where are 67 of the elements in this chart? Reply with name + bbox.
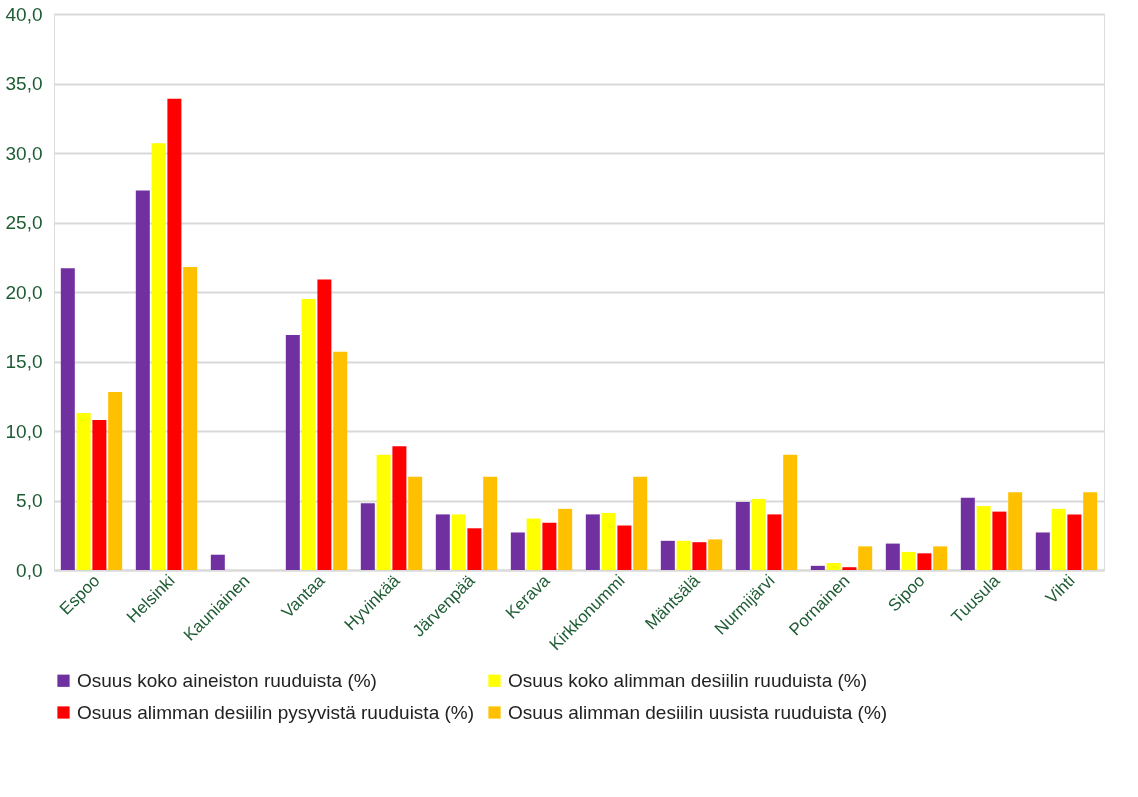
y-tick-label: 5,0	[16, 490, 43, 511]
y-tick-label: 25,0	[5, 212, 43, 233]
bar	[183, 266, 198, 570]
bar	[60, 268, 75, 570]
bar	[992, 511, 1007, 570]
bar	[301, 298, 316, 570]
bar	[135, 190, 150, 570]
bar	[1035, 532, 1050, 570]
y-tick-label: 0,0	[16, 559, 43, 581]
y-tick-label: 35,0	[5, 73, 43, 94]
bar	[660, 540, 675, 570]
x-tick-label: Vihti	[1041, 571, 1079, 608]
bar	[392, 446, 407, 570]
bar	[510, 532, 525, 570]
bar	[901, 551, 916, 570]
bar	[810, 565, 825, 570]
bar	[167, 98, 182, 570]
bar	[467, 528, 482, 570]
y-tick-label: 20,0	[5, 281, 43, 303]
bar	[376, 454, 391, 570]
bar	[858, 546, 873, 570]
bar	[333, 351, 348, 570]
bar	[783, 454, 798, 570]
bar	[526, 518, 541, 570]
bar	[617, 525, 632, 570]
bar	[76, 412, 91, 570]
bar	[735, 501, 750, 570]
bar	[1083, 492, 1098, 570]
bar	[92, 419, 107, 570]
bar	[885, 543, 900, 570]
y-tick-label: 40,0	[5, 3, 43, 25]
y-tick-label: 30,0	[5, 142, 43, 164]
bar	[558, 508, 573, 570]
bar	[767, 514, 782, 570]
bar	[585, 514, 600, 570]
bar	[676, 540, 691, 570]
bar	[1067, 514, 1082, 570]
bar	[692, 542, 707, 570]
bar	[976, 506, 991, 570]
bar	[601, 513, 616, 570]
legend-label: Osuus koko alimman desiilin ruuduista (%)	[508, 669, 868, 691]
bar	[960, 497, 975, 570]
bar	[842, 567, 857, 570]
bar	[751, 499, 766, 570]
bar	[408, 476, 423, 570]
bar	[210, 554, 225, 570]
bar	[108, 392, 123, 570]
y-tick-label: 10,0	[5, 420, 43, 442]
bar	[483, 476, 498, 570]
bar	[826, 563, 841, 570]
bar	[360, 503, 375, 570]
bar	[633, 476, 648, 570]
bar	[451, 514, 466, 570]
bar	[151, 143, 166, 570]
bar	[917, 553, 932, 570]
bar	[708, 539, 723, 570]
legend-label: Osuus koko aineiston ruuduista (%)	[77, 669, 377, 691]
bar	[933, 546, 948, 570]
bar	[317, 279, 332, 570]
y-tick-label: 15,0	[5, 351, 43, 372]
bar	[1051, 508, 1066, 570]
bar	[542, 522, 557, 570]
legend-label: Osuus alimman desiilin uusista ruuduista (%)	[508, 701, 888, 723]
bar	[1008, 492, 1023, 570]
bar	[435, 514, 450, 570]
legend-label: Osuus alimman desiilin pysyvistä ruuduista (%)	[77, 701, 475, 723]
bar	[285, 335, 300, 570]
